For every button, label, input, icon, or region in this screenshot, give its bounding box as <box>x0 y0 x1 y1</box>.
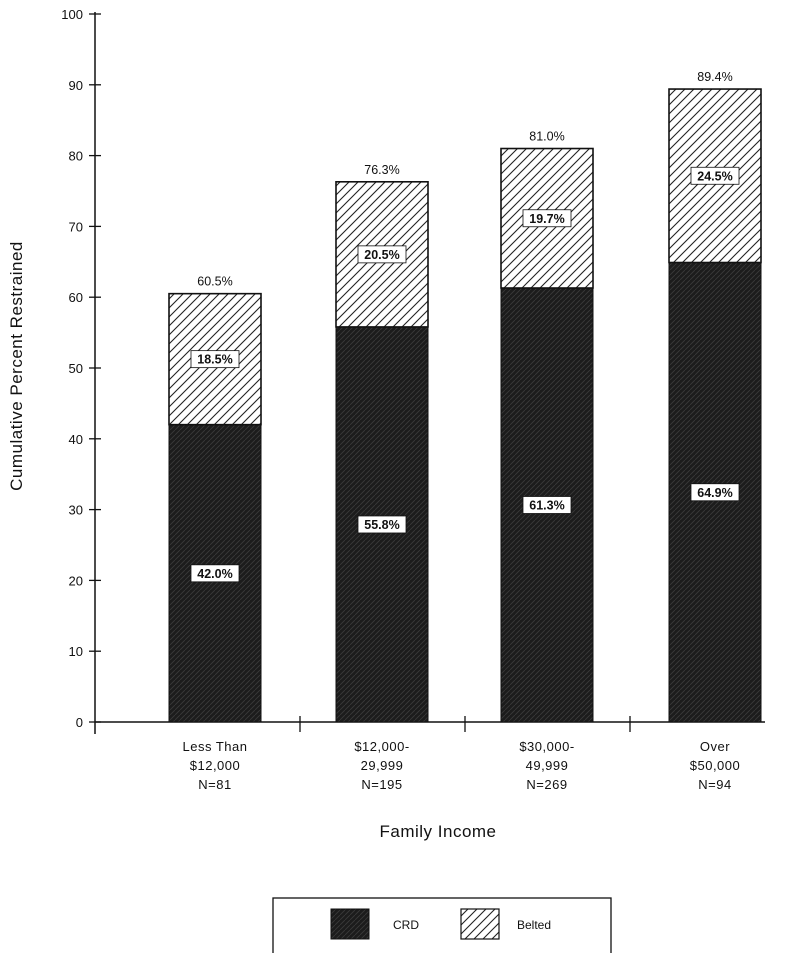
y-axis: 0 10 20 30 40 50 60 70 80 90 100 <box>61 7 101 734</box>
x-category-label: Less Than <box>183 739 248 754</box>
crd-value-label-box <box>522 496 572 514</box>
y-tick-label: 100 <box>61 7 83 22</box>
y-axis-title: Cumulative Percent Restrained <box>7 241 26 491</box>
belted-value-label: 19.7% <box>529 212 564 226</box>
belted-value-label: 24.5% <box>697 169 732 183</box>
crd-value-label: 61.3% <box>529 498 564 512</box>
x-category-label: $12,000- <box>354 739 409 754</box>
legend-box <box>272 897 612 953</box>
legend: CRD Belted <box>272 897 612 953</box>
x-category-label: N=81 <box>198 777 231 792</box>
y-tick-label: 50 <box>69 361 83 376</box>
legend-swatch-belted <box>460 908 500 940</box>
crd-value-label: 55.8% <box>364 518 399 532</box>
y-tick-label: 20 <box>69 573 83 588</box>
legend-label-belted: Belted <box>517 918 551 932</box>
x-axis: Less Than $12,000 N=81 $12,000- 29,999 N=195 $… <box>95 716 765 792</box>
bars <box>168 88 762 723</box>
belted-value-label-box <box>190 350 240 369</box>
y-tick-label: 60 <box>69 290 83 305</box>
x-category-label: Over <box>700 739 730 754</box>
y-tick-label: 70 <box>69 219 83 234</box>
data-labels: 60.5% 42.0% 18.5% 76.3% 55.8% 20.5% 81.0% 61.3%… <box>190 70 740 583</box>
y-tick-label: 30 <box>69 503 83 518</box>
belted-value-label-box <box>522 209 572 228</box>
y-tick-label: 40 <box>69 432 83 447</box>
crd-value-label-box <box>357 515 407 534</box>
y-tick-label: 0 <box>76 715 83 730</box>
crd-value-label-box <box>190 564 240 583</box>
legend-swatch-crd <box>330 908 370 940</box>
bar-total-label: 60.5% <box>197 275 232 289</box>
y-tick-label: 80 <box>69 149 83 164</box>
crd-value-label: 42.0% <box>197 567 232 581</box>
bar-total-label: 89.4% <box>697 70 732 84</box>
belted-value-label: 20.5% <box>364 248 399 262</box>
crd-value-label-box <box>690 483 740 502</box>
x-category-label: $30,000- <box>519 739 574 754</box>
belted-value-label: 18.5% <box>197 353 232 367</box>
x-category-label: 49,999 <box>526 758 569 773</box>
belted-value-label-box <box>690 166 740 185</box>
y-tick-label: 90 <box>69 78 83 93</box>
x-category-label: $50,000 <box>690 758 741 773</box>
legend-label-crd: CRD <box>393 918 419 932</box>
x-category-label: $12,000 <box>190 758 241 773</box>
x-category-label: N=269 <box>526 777 567 792</box>
crd-value-label: 64.9% <box>697 486 732 500</box>
x-category-label: N=195 <box>361 777 402 792</box>
x-axis-title: Family Income <box>379 822 496 841</box>
y-tick-label: 10 <box>69 644 83 659</box>
bar-total-label: 76.3% <box>364 163 399 177</box>
belted-value-label-box <box>357 245 407 264</box>
x-category-label: 29,999 <box>361 758 404 773</box>
bar-total-label: 81.0% <box>529 130 564 144</box>
x-category-label: N=94 <box>698 777 731 792</box>
